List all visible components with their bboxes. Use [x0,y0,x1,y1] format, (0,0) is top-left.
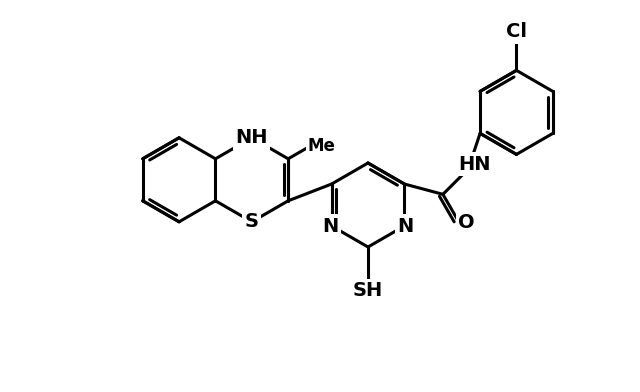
Text: S: S [245,212,259,231]
Text: Me: Me [308,137,335,155]
Text: NH: NH [236,128,268,147]
Text: O: O [458,213,475,232]
Text: SH: SH [353,281,383,300]
Text: HN: HN [458,154,490,174]
Text: N: N [323,216,339,236]
Text: Cl: Cl [506,22,527,42]
Text: N: N [397,216,413,236]
